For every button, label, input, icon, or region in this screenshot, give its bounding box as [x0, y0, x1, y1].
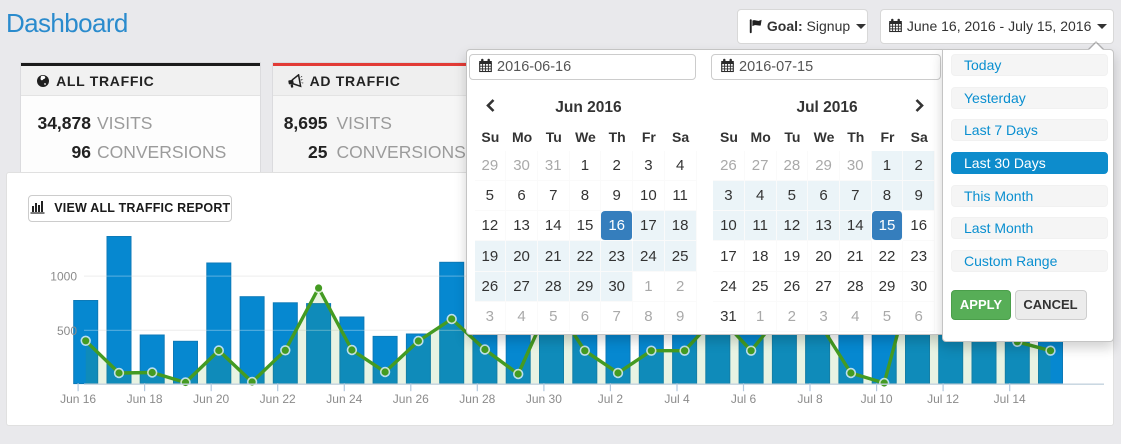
svg-text:Jun 22: Jun 22 — [260, 392, 296, 406]
svg-text:Jul 2: Jul 2 — [598, 392, 624, 406]
svg-text:1000: 1000 — [50, 270, 77, 284]
svg-text:500: 500 — [57, 324, 77, 338]
svg-text:Jun 16: Jun 16 — [60, 392, 96, 406]
svg-text:Jun 24: Jun 24 — [326, 392, 362, 406]
svg-text:Jul 8: Jul 8 — [797, 392, 823, 406]
svg-text:Jul 10: Jul 10 — [861, 392, 893, 406]
svg-text:Jun 30: Jun 30 — [526, 392, 562, 406]
svg-text:Jul 14: Jul 14 — [994, 392, 1026, 406]
svg-text:Jul 4: Jul 4 — [664, 392, 690, 406]
svg-text:Jul 6: Jul 6 — [731, 392, 757, 406]
svg-text:Jul 12: Jul 12 — [927, 392, 959, 406]
svg-text:Jun 26: Jun 26 — [393, 392, 429, 406]
svg-text:Jun 18: Jun 18 — [127, 392, 163, 406]
svg-text:Jun 20: Jun 20 — [193, 392, 229, 406]
svg-text:Jun 28: Jun 28 — [459, 392, 495, 406]
